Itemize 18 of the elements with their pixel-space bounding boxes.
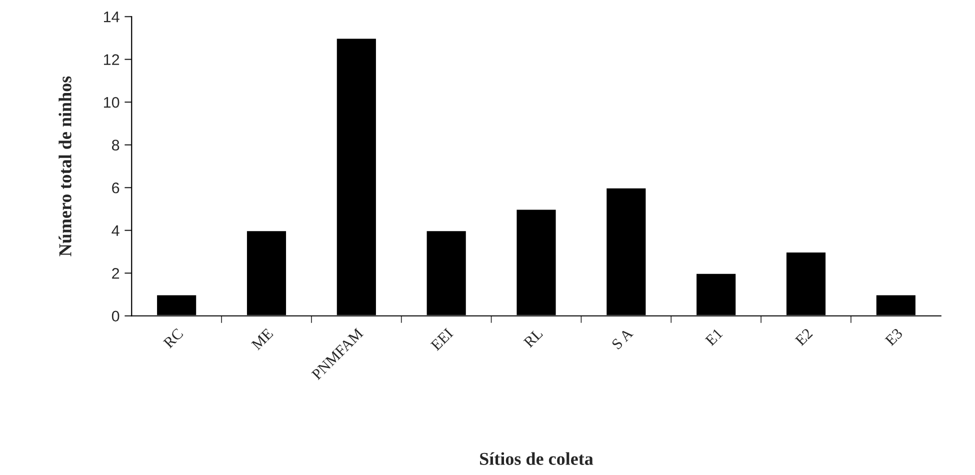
x-tick-label: EEI [430,328,454,351]
y-tick-label: 8 [112,140,120,151]
x-tick-label: RL [523,328,544,348]
x-tick-label: E2 [794,328,813,346]
y-tick-label: 2 [112,268,120,279]
y-tick-label: 12 [104,54,120,65]
y-tick-label: 6 [112,182,120,194]
x-tick-label: ME [251,328,274,350]
y-tick-label: 14 [104,12,120,22]
x-tick-label: E1 [704,328,723,346]
y-axis-title: Número total de ninhos [58,76,72,256]
x-tick-label: S A [611,327,634,350]
x-axis-title: Sítios de coleta [480,452,594,465]
x-tick-label: E3 [884,328,904,346]
y-tick-label: 0 [112,310,120,322]
y-tick-label: 10 [104,96,120,108]
x-tick-label: RC [162,328,184,349]
y-tick-label: 4 [112,225,120,236]
